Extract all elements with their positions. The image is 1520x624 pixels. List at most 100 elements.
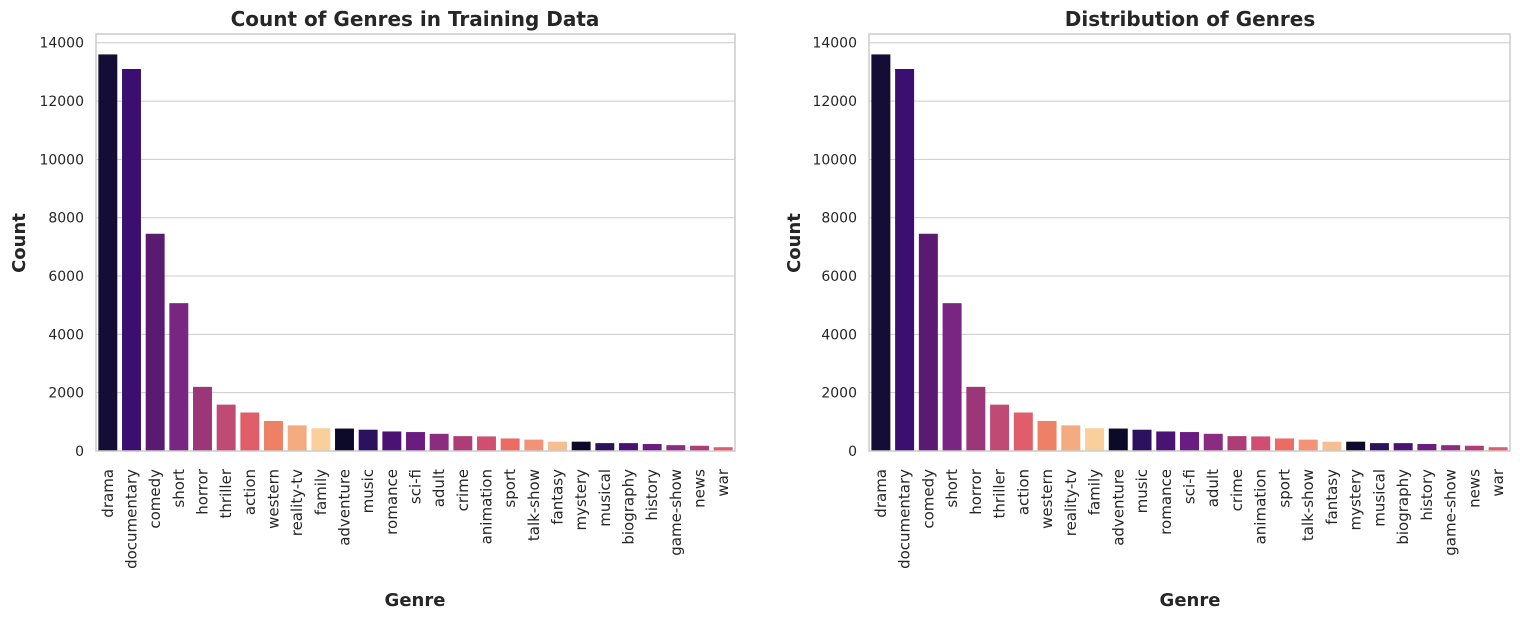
bar-adult	[429, 433, 449, 451]
x-tick-label: action	[1014, 469, 1032, 515]
x-tick-label: fantasy	[1323, 469, 1341, 525]
bar-adventure	[1108, 428, 1128, 451]
bar-news	[690, 445, 709, 451]
x-tick-label: music	[1133, 469, 1151, 513]
y-tick-label: 4000	[48, 327, 84, 343]
y-tick-label: 0	[848, 444, 857, 460]
x-tick-label: adult	[1204, 469, 1222, 507]
y-tick-label: 10000	[39, 152, 84, 168]
bar-mystery	[571, 441, 591, 451]
bar-talk-show	[524, 439, 544, 451]
x-tick-label: talk-show	[525, 469, 543, 541]
bar-animation	[1251, 436, 1271, 451]
x-tick-label: horror	[194, 468, 212, 515]
x-tick-label: history	[1418, 469, 1436, 521]
y-axis-label: Count	[9, 213, 30, 273]
x-axis-label: Genre	[1160, 590, 1221, 611]
bar-adventure	[335, 428, 354, 451]
bar-talk-show	[1298, 439, 1318, 451]
y-tick-label: 8000	[48, 211, 84, 227]
chart-genre-count-training: Count of Genres in Training Data Count G…	[9, 7, 736, 611]
bar-short	[169, 303, 189, 451]
x-tick-label: family	[312, 469, 330, 515]
y-tick-label: 6000	[48, 269, 84, 285]
x-tick-label: western	[265, 469, 283, 529]
x-tick-label: animation	[1252, 469, 1270, 544]
y-tick-label: 8000	[821, 211, 857, 227]
x-tick-label: romance	[383, 469, 401, 535]
bar-comedy	[918, 233, 938, 451]
x-tick-label: sport	[1275, 469, 1293, 508]
y-tick-label: 4000	[821, 327, 857, 343]
x-tick-label: reality-tv	[288, 469, 306, 536]
bar-crime	[453, 436, 473, 451]
y-tick-label: 12000	[39, 94, 84, 110]
x-tick-label: animation	[478, 469, 496, 544]
bar-history	[1417, 444, 1437, 451]
x-tick-label: crime	[1228, 469, 1246, 511]
bar-fantasy	[548, 441, 567, 451]
y-tick-label: 10000	[812, 152, 857, 168]
x-tick-label: family	[1086, 469, 1104, 515]
bar-adult	[1203, 433, 1223, 451]
bar-biography	[619, 443, 638, 451]
bar-game-show	[1441, 445, 1461, 451]
y-tick-label: 14000	[812, 36, 857, 52]
x-axis-label: Genre	[385, 590, 446, 611]
y-tick-label: 12000	[812, 94, 857, 110]
x-tick-label: horror	[967, 468, 985, 515]
bar-war	[1488, 447, 1508, 451]
bar-news	[1464, 445, 1484, 451]
bar-reality-tv	[287, 425, 307, 451]
bar-sport	[1274, 438, 1294, 451]
bar-music	[1132, 429, 1152, 451]
bar-reality-tv	[1061, 425, 1081, 451]
x-tick-label: music	[359, 469, 377, 513]
plot-frame	[95, 33, 736, 452]
bar-western	[264, 420, 283, 451]
x-tick-label: biography	[620, 469, 638, 545]
bar-short	[942, 303, 962, 451]
x-tick-label: musical	[1370, 469, 1388, 527]
bar-mystery	[1346, 441, 1366, 451]
bar-drama	[98, 54, 118, 451]
x-tick-label: thriller	[217, 468, 235, 518]
x-tick-label: action	[241, 469, 259, 515]
x-tick-label: western	[1038, 469, 1056, 529]
bar-comedy	[145, 233, 165, 451]
bar-musical	[595, 443, 615, 451]
x-tick-label: war	[714, 468, 732, 496]
bar-horror	[966, 386, 986, 451]
x-tick-label: crime	[454, 469, 472, 511]
x-tick-label: documentary	[896, 469, 914, 569]
chart-title: Distribution of Genres	[1065, 7, 1316, 31]
x-tick-label: mystery	[572, 469, 590, 531]
x-tick-label: documentary	[123, 469, 141, 569]
x-tick-label: news	[1465, 469, 1483, 508]
bar-horror	[193, 386, 212, 451]
bar-crime	[1227, 436, 1247, 451]
y-tick-label: 2000	[821, 386, 857, 402]
bar-family	[1085, 428, 1105, 451]
bar-action	[1013, 412, 1033, 451]
x-tick-label: biography	[1394, 469, 1412, 545]
bar-drama	[871, 54, 891, 451]
x-tick-label: war	[1489, 468, 1507, 496]
x-tick-label: reality-tv	[1062, 469, 1080, 536]
bar-war	[713, 447, 733, 451]
bar-documentary	[122, 68, 141, 451]
bar-game-show	[666, 445, 686, 451]
y-tick-label: 0	[75, 444, 84, 460]
x-tick-label: adventure	[1109, 469, 1127, 546]
y-axis-label: Count	[784, 213, 805, 273]
x-tick-label: short	[943, 469, 961, 508]
bar-sci-fi	[406, 432, 425, 451]
x-tick-label: romance	[1157, 469, 1175, 535]
bar-thriller	[216, 404, 236, 451]
x-tick-label: drama	[872, 469, 890, 518]
x-tick-label: history	[643, 469, 661, 521]
bar-documentary	[895, 68, 915, 451]
y-tick-label: 6000	[821, 269, 857, 285]
